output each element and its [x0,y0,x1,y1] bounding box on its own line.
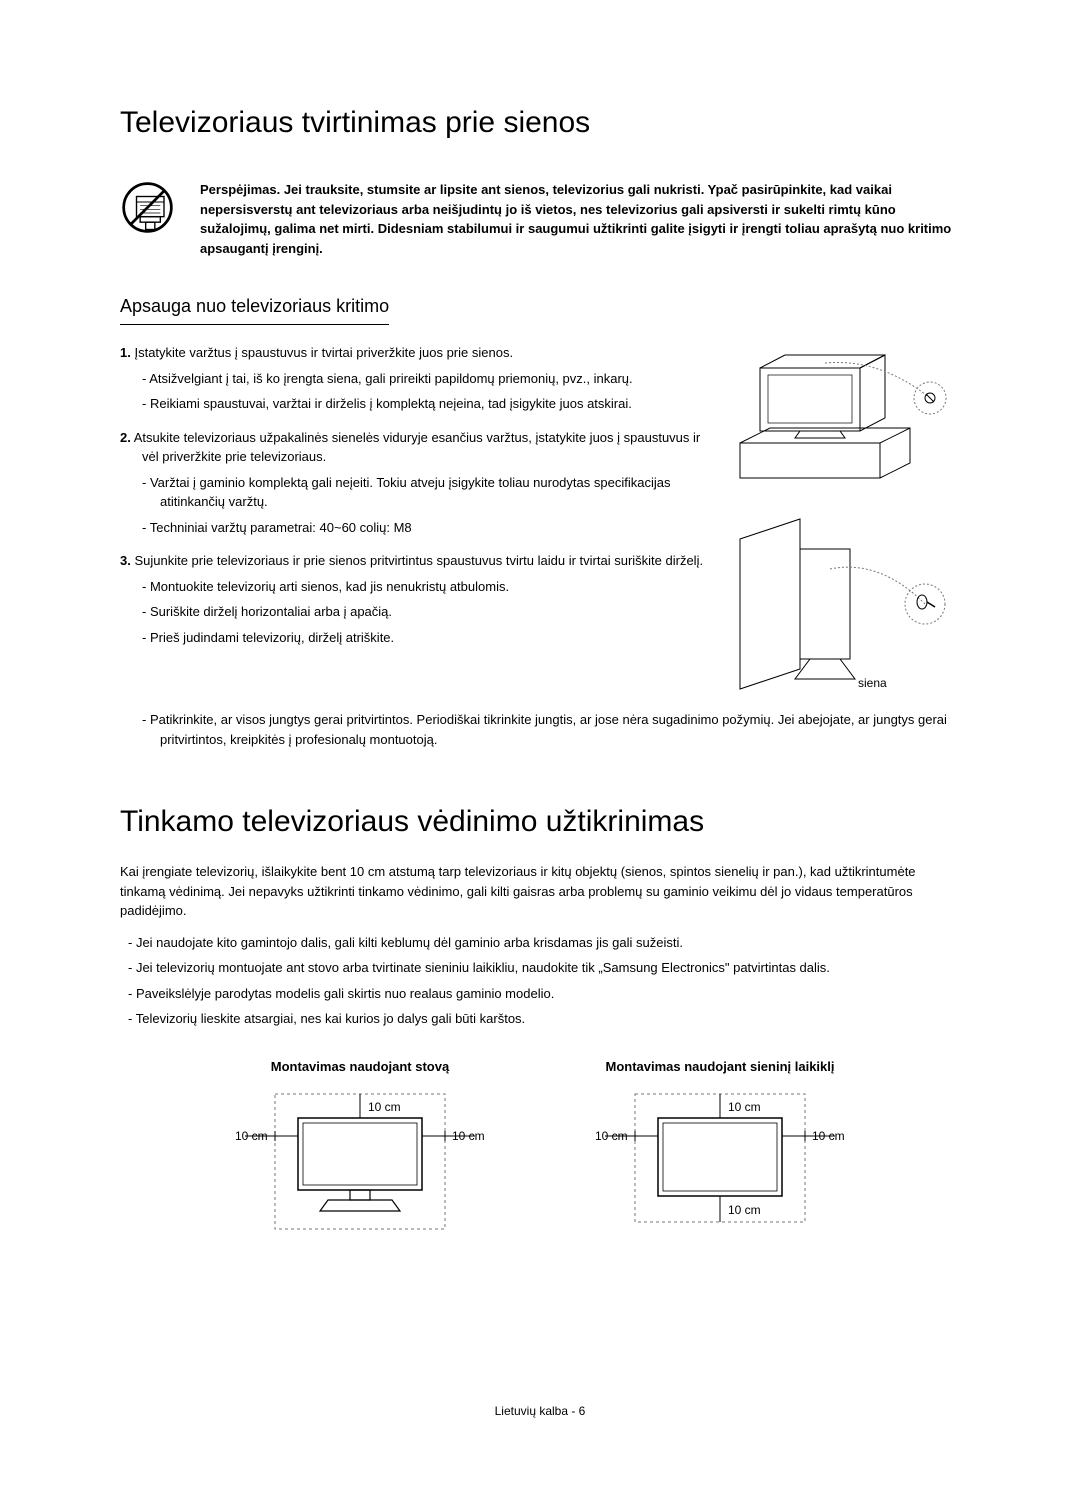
step1-sub2: Reikiami spaustuvai, varžtai ir dirželis… [160,394,710,414]
step3-sub1: Montuokite televizorių arti sienos, kad … [160,577,710,597]
section2-title: Tinkamo televizoriaus vėdinimo užtikrini… [120,799,960,844]
step-1: 1. Įstatykite varžtus į spaustuvus ir tv… [120,343,710,414]
step3-sub3: Prieš judindami televizorių, dirželį atr… [160,628,710,648]
step-2: 2. Atsukite televizoriaus užpakalinės si… [120,428,710,538]
dim-right-2: 10 cm [812,1129,845,1143]
dim-bottom-2: 10 cm [728,1203,761,1217]
step3-text: Sujunkite prie televizoriaus ir prie sie… [134,553,703,568]
ventilation-figures: Montavimas naudojant stovą 10 cm 10 cm 1… [120,1057,960,1242]
step3-sub2: Suriškite dirželį horizontaliai arba į a… [160,602,710,622]
step1-text: Įstatykite varžtus į spaustuvus ir tvirt… [134,345,513,360]
step1-num: 1. [120,345,131,360]
dim-left-1: 10 cm [235,1129,268,1143]
dim-top-2: 10 cm [728,1100,761,1114]
s2-b2: Jei televizorių montuojate ant stovo arb… [142,958,960,978]
s2-b3: Paveikslėlyje parodytas modelis gali ski… [142,984,960,1004]
subtitle: Apsauga nuo televizoriaus kritimo [120,293,389,325]
vent-fig-wall: Montavimas naudojant sieninį laikiklį 10… [580,1057,860,1242]
fig2-title: Montavimas naudojant sieninį laikiklį [580,1057,860,1077]
section1-title: Televizoriaus tvirtinimas prie sienos [120,100,960,145]
step-3: 3. Sujunkite prie televizoriaus ir prie … [120,551,710,647]
vent-fig-stand: Montavimas naudojant stovą 10 cm 10 cm 1… [220,1057,500,1242]
no-pull-icon [120,180,175,235]
tv-rear-diagram: siena [730,509,960,699]
step2-num: 2. [120,430,131,445]
page-footer: Lietuvių kalba - 6 [120,1402,960,1420]
dim-right-1: 10 cm [452,1129,485,1143]
step2-text: Atsukite televizoriaus užpakalinės siene… [134,430,700,465]
step2-sub1: Varžtai į gaminio komplektą gali neįeiti… [160,473,710,512]
s2-b4: Televizorių lieskite atsargiai, nes kai … [142,1009,960,1029]
step3-num: 3. [120,553,131,568]
warning-text: Perspėjimas. Jei trauksite, stumsite ar … [200,180,960,258]
siena-text: siena [858,676,887,690]
dim-top-1: 10 cm [368,1100,401,1114]
step1-sub1: Atsižvelgiant į tai, iš ko įrengta siena… [160,369,710,389]
warning-block: Perspėjimas. Jei trauksite, stumsite ar … [120,180,960,258]
tv-anchor-diagram [730,343,960,503]
step2-sub2: Techniniai varžtų parametrai: 40~60 coli… [160,518,710,538]
s2-b1: Jei naudojate kito gamintojo dalis, gali… [142,933,960,953]
diagram-column: siena [730,343,960,704]
fig1-title: Montavimas naudojant stovą [220,1057,500,1077]
step3-sub4: Patikrinkite, ar visos jungtys gerai pri… [160,710,960,749]
dim-left-2: 10 cm [595,1129,628,1143]
section2-para: Kai įrengiate televizorių, išlaikykite b… [120,862,960,921]
steps-section: 1. Įstatykite varžtus į spaustuvus ir tv… [120,343,960,704]
